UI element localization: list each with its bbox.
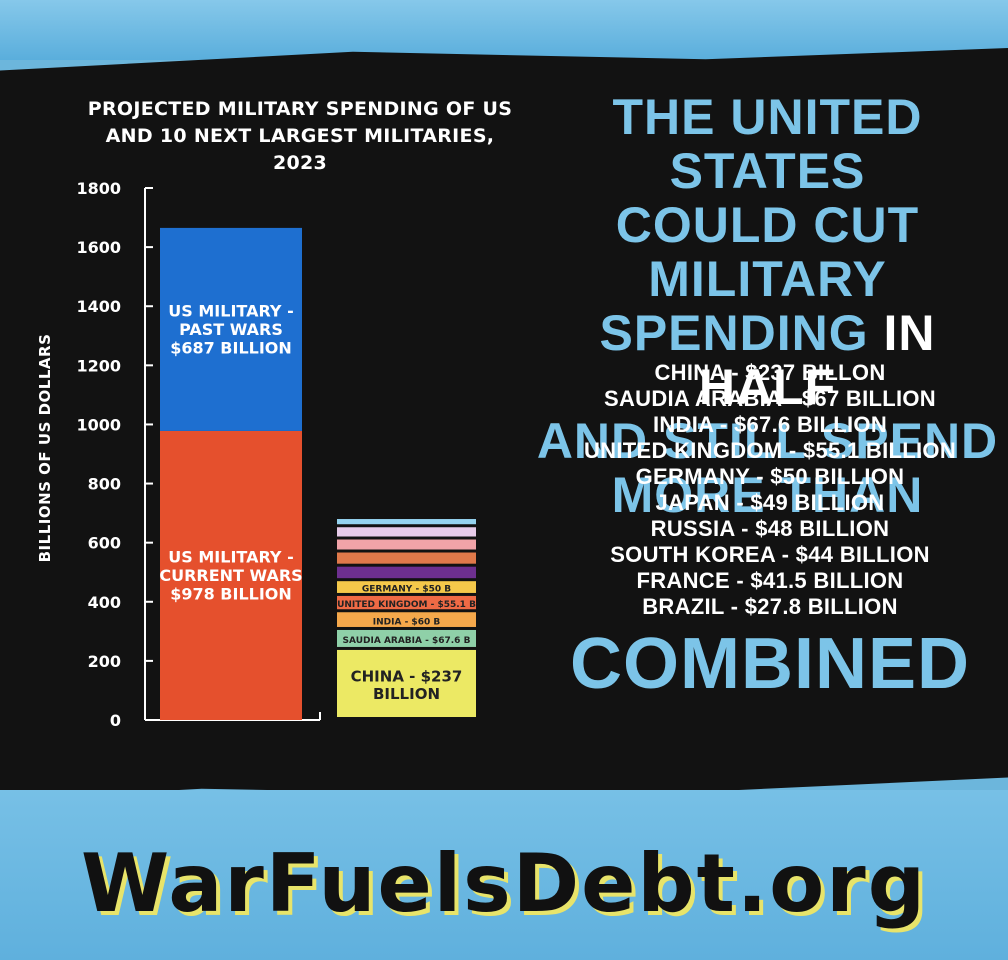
y-tick-label: 200	[88, 652, 121, 671]
country-list-item: RUSSIA - $48 BILLION	[650, 516, 890, 541]
bar-segment	[337, 566, 476, 579]
headline: THE UNITED STATES COULD CUT MILITARY SPEND…	[530, 90, 1005, 522]
headline-text: COULD CUT MILITARY	[615, 197, 920, 307]
country-list-item: CHINA - $237 BILLON	[654, 360, 886, 385]
bar-segment	[337, 629, 476, 647]
headline-highlight: IN HALF	[698, 305, 936, 415]
y-tick-label: 0	[110, 711, 121, 730]
bar-segment	[337, 612, 476, 627]
headline-text: SPENDING	[599, 305, 884, 361]
bar-segment-label: US MILITARY -	[168, 302, 293, 321]
bar-segment	[337, 519, 476, 525]
country-list-item: INDIA - $67.6 BILLION	[652, 412, 888, 437]
headline-line: MORE THAN	[530, 468, 1005, 522]
y-tick-label: 1000	[76, 415, 121, 434]
combined-label: COMBINED	[570, 624, 970, 704]
country-list-item: GERMANY - $50 BILLION	[635, 464, 905, 489]
bar-segment-label: UNITED KINGDOM - $55.1 B	[337, 600, 476, 610]
bar-segment-label: $978 BILLION	[170, 584, 292, 603]
bar-segment	[337, 552, 476, 564]
headline-line: AND STILL SPEND	[530, 414, 1005, 468]
y-tick-label: 1600	[76, 238, 121, 257]
bar-segment-label: GERMANY - $50 B	[362, 585, 451, 595]
bar-segment	[337, 649, 476, 717]
country-list-item: BRAZIL - $27.8 BILLION	[642, 594, 898, 619]
bottom-blue-tape	[0, 790, 1008, 960]
country-list-item: SOUTH KOREA - $44 BILLION	[610, 542, 930, 567]
country-list-item: UNITED KINGDOM - $55.1 BILLION	[583, 438, 957, 463]
country-list-item: JAPAN - $49 BILLION	[655, 490, 885, 515]
bar-segment-label: CURRENT WARS	[159, 566, 302, 585]
headline-line: SPENDING IN HALF	[530, 306, 1005, 414]
bar-segment-label: $687 BILLION	[170, 338, 292, 357]
y-tick-label: 400	[88, 593, 121, 612]
stacked-bar-chart: 0 200 400 600 800 1000 1200 1400 1600 1800 US MILI…	[76, 179, 476, 730]
bar-segment	[160, 430, 302, 720]
website-url[interactable]: WarFuelsDebt.org	[81, 837, 927, 930]
headline-line: COULD CUT MILITARY	[530, 198, 1005, 306]
bar-segment	[337, 539, 476, 550]
country-list: CHINA - $237 BILLON SAUDIA ARABIA - $67 B…	[560, 360, 980, 620]
y-tick-label: 1800	[76, 179, 121, 198]
y-tick-label: 800	[88, 475, 121, 494]
bar-segment-label: US MILITARY -	[168, 548, 293, 567]
bar-segment-label: BILLION	[373, 685, 440, 703]
headline-text: AND STILL SPEND	[536, 413, 999, 469]
chart-title: PROJECTED MILITARY SPENDING OF US AND 10…	[87, 98, 513, 174]
y-tick-label: 1200	[76, 356, 121, 375]
country-list-item: FRANCE - $41.5 BILLION	[636, 568, 904, 593]
headline-text: THE UNITED STATES	[612, 89, 923, 199]
bar-segment	[160, 227, 302, 431]
bar-segment	[337, 581, 476, 593]
bar-segment	[337, 527, 476, 537]
y-tick-label: 600	[88, 534, 121, 553]
top-blue-tape	[0, 0, 1008, 60]
headline-line: THE UNITED STATES	[530, 90, 1005, 198]
bar-segment	[337, 595, 476, 610]
bar-segment-label: INDIA - $60 B	[373, 617, 441, 627]
bar-segment-label: SAUDIA ARABIA - $67.6 B	[343, 636, 471, 646]
bar-segment-label: CHINA - $237	[351, 668, 463, 686]
y-tick-label: 1400	[76, 297, 121, 316]
headline-text: MORE THAN	[611, 467, 924, 523]
bar-segment-label: PAST WARS	[179, 320, 283, 339]
country-list-item: SAUDIA ARABIA - $67 BILLION	[603, 386, 936, 411]
